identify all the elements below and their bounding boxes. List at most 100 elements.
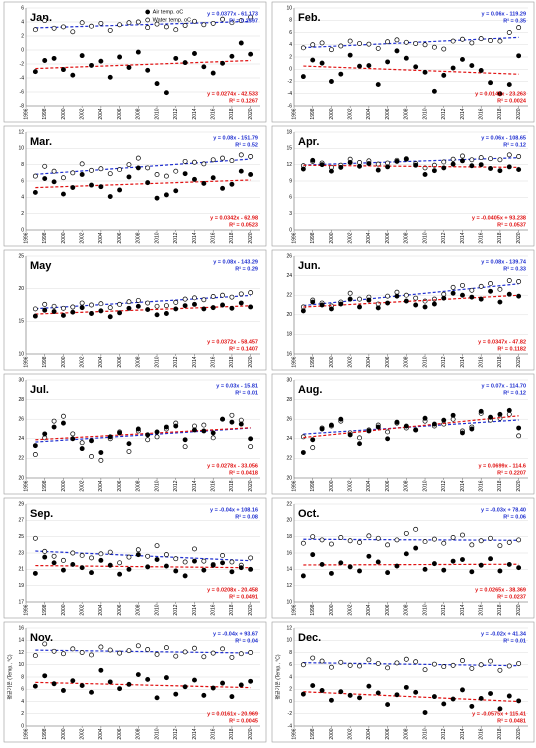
x-tick-label: 2008 <box>404 604 410 615</box>
data-point <box>89 438 94 444</box>
x-tick-label: 2016 <box>211 728 217 739</box>
y-tick-label: 6 <box>21 5 24 11</box>
data-point <box>173 27 179 33</box>
x-tick-label: 1998 <box>310 108 316 119</box>
y-tick-label: 14 <box>286 567 292 573</box>
data-point <box>79 565 85 571</box>
data-point <box>145 300 151 306</box>
x-tick-label: 2006 <box>117 356 123 367</box>
fit-equation: y = 0.08x - 151.79 <box>213 135 258 141</box>
y-tick-label: 12 <box>18 129 24 135</box>
y-tick-label: 2 <box>21 33 24 39</box>
fit-equation: y = 0.07x - 114.70 <box>482 383 527 389</box>
trend-line <box>303 419 519 435</box>
data-point <box>248 51 254 57</box>
data-point <box>497 91 503 97</box>
data-point <box>126 441 132 447</box>
data-point <box>488 166 494 171</box>
data-point <box>79 300 85 306</box>
y-tick-label: 21 <box>18 567 24 573</box>
x-tick-label: 2020 <box>516 728 522 739</box>
data-point <box>145 165 151 171</box>
y-tick-label: 4 <box>289 674 292 680</box>
data-point <box>328 79 334 84</box>
y-tick-label: 10 <box>18 662 24 668</box>
data-point <box>117 310 123 316</box>
data-point <box>32 653 38 659</box>
data-point <box>182 171 188 177</box>
x-tick-label: 2020 <box>248 356 254 367</box>
data-point <box>441 417 447 423</box>
data-point <box>300 450 306 455</box>
data-point <box>182 649 188 655</box>
data-point <box>229 419 235 425</box>
panel-frame <box>271 1 535 123</box>
data-point <box>145 67 151 73</box>
data-point <box>431 561 437 567</box>
data-point <box>375 690 381 696</box>
data-point <box>51 55 57 61</box>
data-point <box>201 422 207 428</box>
data-point <box>375 424 381 430</box>
data-point <box>366 533 372 539</box>
data-point <box>478 538 484 544</box>
x-tick-label: 2020 <box>248 108 254 119</box>
panel: -8 -6 -4 -2 0 2 4 6 1996 1998 2000 2002 2004 2006 2008… <box>3 1 267 123</box>
data-point <box>422 710 428 715</box>
data-point <box>319 60 325 66</box>
y-tick-label: 4 <box>21 699 24 705</box>
panel-frame <box>3 249 267 371</box>
data-point <box>497 299 503 305</box>
data-point <box>478 408 484 414</box>
data-point <box>163 192 169 198</box>
data-point <box>394 537 400 543</box>
panel: 20 22 24 26 28 30 1996 1998 2000 2002 2004 2006 2008… <box>271 373 535 495</box>
data-point <box>135 552 141 558</box>
data-point <box>460 57 465 62</box>
x-tick-label: 2018 <box>229 480 235 491</box>
data-point <box>248 290 254 296</box>
panel-frame <box>3 497 267 619</box>
data-point <box>79 305 85 311</box>
trend-line <box>35 681 251 689</box>
data-point <box>319 658 325 664</box>
y-tick-label: 22 <box>286 501 292 507</box>
y-tick-label: 0 <box>289 67 292 73</box>
data-point <box>154 695 160 701</box>
x-tick-label: 2010 <box>154 356 160 367</box>
data-point <box>145 553 151 559</box>
y-tick-label: 19 <box>18 583 24 589</box>
data-point <box>319 426 325 432</box>
y-tick-label: 8 <box>289 18 292 24</box>
y-tick-label: 6 <box>21 687 24 693</box>
panel-frame <box>271 125 535 247</box>
x-tick-label: 1998 <box>310 604 316 615</box>
data-point <box>248 444 254 450</box>
x-tick-label: 2012 <box>173 232 179 243</box>
data-point <box>201 558 207 564</box>
data-point <box>347 662 353 668</box>
data-point <box>248 304 254 310</box>
y-tick-label: -4 <box>288 91 293 97</box>
data-point <box>173 653 179 659</box>
data-point <box>32 683 38 689</box>
data-point <box>154 21 160 27</box>
data-point <box>51 648 57 654</box>
data-point <box>248 555 254 561</box>
data-point <box>107 434 113 440</box>
x-tick-label: 2006 <box>117 604 123 615</box>
y-tick-label: 18 <box>286 332 292 338</box>
x-tick-label: 2002 <box>347 604 353 615</box>
data-point <box>516 154 522 159</box>
data-point <box>248 650 254 655</box>
fit-equation: y = 0.0265x - 38.369 <box>475 587 526 593</box>
data-point <box>469 542 475 548</box>
data-point <box>98 450 104 455</box>
data-point <box>229 569 235 575</box>
data-point <box>117 560 123 566</box>
data-point <box>70 550 76 556</box>
x-tick-label: 1996 <box>291 480 297 491</box>
data-point <box>422 667 428 673</box>
x-tick-label: 2018 <box>497 728 503 739</box>
x-tick-label: 2006 <box>385 480 391 491</box>
